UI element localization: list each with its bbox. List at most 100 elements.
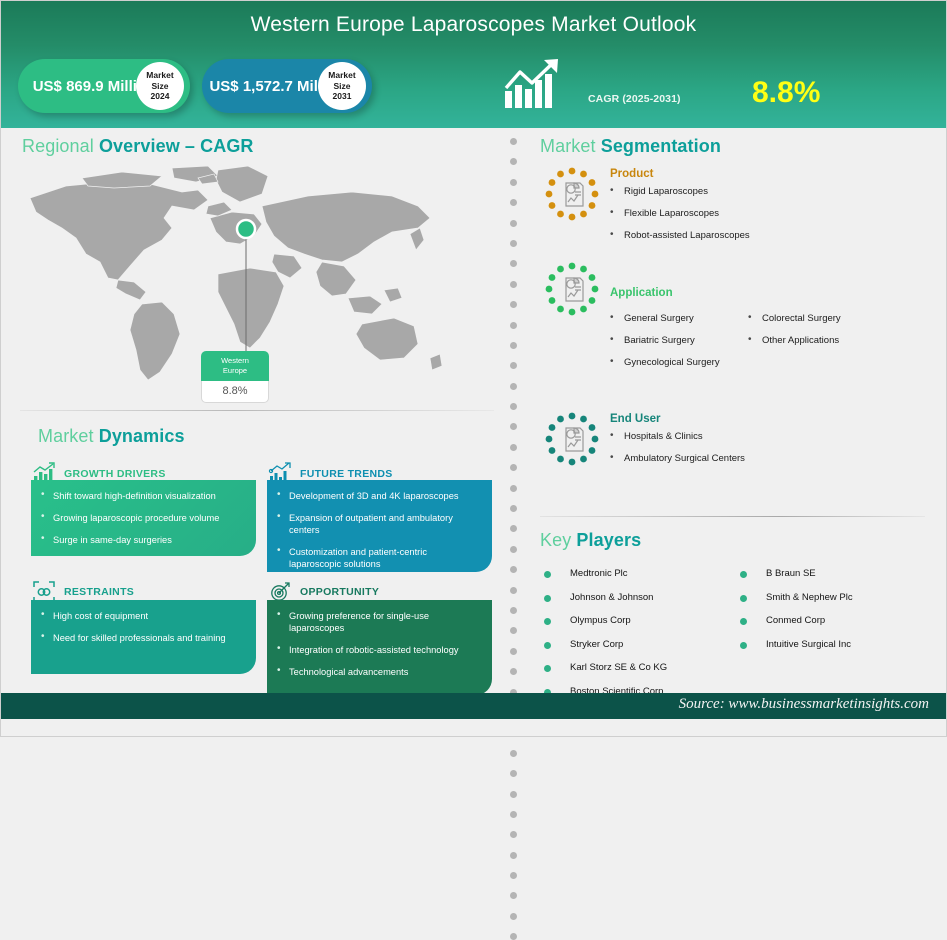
- divider-dot: [510, 912, 517, 920]
- list-item: Customization and patient-centric laparo…: [275, 545, 480, 570]
- source-text: Source: www.businessmarketinsights.com: [678, 696, 929, 712]
- divider-dot: [510, 647, 517, 655]
- title-part-light: Market: [540, 136, 601, 156]
- footer-bar: Source: www.businessmarketinsights.com: [0, 693, 947, 719]
- left-column: Regional Overview – CAGR: [0, 128, 510, 698]
- section-divider: [20, 410, 494, 411]
- list-item: Robot-assisted Laparoscopes: [610, 229, 790, 242]
- list-item: Olympus Corp: [544, 615, 734, 627]
- divider-dot: [510, 749, 517, 757]
- segment-product-list: Rigid Laparoscopes Flexible Laparoscopes…: [610, 185, 790, 252]
- divider-dot: [510, 790, 517, 798]
- divider-dot: [510, 382, 517, 390]
- key-players-title: Key Players: [540, 530, 641, 551]
- divider-dot: [510, 851, 517, 859]
- list-item: Surge in same-day surgeries: [39, 533, 244, 546]
- cagr-value: 8.8%: [752, 76, 821, 109]
- list-item: Stryker Corp: [544, 639, 734, 651]
- opportunity-box: Growing preference for single-use laparo…: [267, 600, 492, 695]
- divider-dot: [510, 586, 517, 594]
- future-trends-list: Development of 3D and 4K laparoscopes Ex…: [275, 489, 480, 570]
- divider-dot: [510, 872, 517, 880]
- future-trends-header: FUTURE TRENDS: [268, 462, 393, 486]
- list-item: Integration of robotic-assisted technolo…: [275, 643, 480, 656]
- list-item: Conmed Corp: [740, 615, 930, 627]
- callout-region-line1: Western: [221, 356, 249, 365]
- badge-label-market: Market: [328, 70, 356, 81]
- document-chart-icon: [545, 167, 599, 221]
- list-item: Colorectal Surgery: [748, 312, 908, 325]
- divider-dot: [510, 403, 517, 411]
- divider-dot: [510, 688, 517, 696]
- list-item: Hospitals & Clinics: [610, 430, 840, 443]
- divider-dot: [510, 505, 517, 513]
- regional-overview-title: Regional Overview – CAGR: [22, 136, 254, 157]
- vertical-dotted-divider: [510, 138, 520, 940]
- growth-drivers-box: Shift toward high-definition visualizati…: [31, 480, 256, 556]
- list-item: Medtronic Plc: [544, 568, 734, 580]
- world-map: [22, 162, 492, 402]
- title-part-bold: Overview – CAGR: [98, 136, 254, 156]
- divider-dot: [510, 627, 517, 635]
- divider-dot: [510, 199, 517, 207]
- badge-label-size: Size: [333, 80, 351, 91]
- restraints-box: High cost of equipment Need for skilled …: [31, 600, 256, 674]
- badge-label-market: Market: [146, 70, 174, 81]
- divider-dot: [510, 219, 517, 227]
- divider-dot: [510, 260, 517, 268]
- future-trends-label: FUTURE TRENDS: [300, 468, 393, 480]
- divider-dot: [510, 831, 517, 839]
- list-item: Other Applications: [748, 334, 908, 347]
- restraints-list: High cost of equipment Need for skilled …: [39, 609, 244, 644]
- footer-strip: [0, 719, 947, 737]
- divider-dot: [510, 423, 517, 431]
- list-item: Flexible Laparoscopes: [610, 207, 790, 220]
- divider-dot: [510, 525, 517, 533]
- divider-dot: [510, 239, 517, 247]
- divider-dot: [510, 484, 517, 492]
- document-chart-icon: [545, 412, 599, 466]
- market-dynamics-title: Market Dynamics: [38, 426, 185, 447]
- document-chart-icon: [545, 262, 599, 316]
- growth-drivers-list: Shift toward high-definition visualizati…: [39, 489, 244, 546]
- list-item: Boston Scientific Corp: [544, 686, 734, 698]
- divider-dot: [510, 566, 517, 574]
- divider-dot: [510, 341, 517, 349]
- list-item: Growing preference for single-use laparo…: [275, 609, 480, 634]
- divider-dot: [510, 464, 517, 472]
- title-part-light: Key: [540, 530, 577, 550]
- list-item: General Surgery: [610, 312, 745, 325]
- badge-label-year: 2024: [150, 91, 170, 102]
- divider-dot: [510, 606, 517, 614]
- segment-end-user-heading: End User: [610, 413, 661, 425]
- market-size-2031-badge: Market Size 2031: [318, 62, 366, 110]
- list-item: Development of 3D and 4K laparoscopes: [275, 489, 480, 502]
- divider-dot: [510, 810, 517, 818]
- market-size-2024-badge: Market Size 2024: [136, 62, 184, 110]
- divider-dot: [510, 178, 517, 186]
- badge-label-year: 2031: [332, 91, 352, 102]
- segment-application-heading: Application: [610, 287, 673, 299]
- map-marker-western-europe: [235, 218, 257, 240]
- market-size-2024-value: US$ 869.9 Million: [32, 77, 156, 95]
- divider-dot: [510, 301, 517, 309]
- list-item: Need for skilled professionals and train…: [39, 631, 244, 644]
- list-item: Karl Storz SE & Co KG: [544, 662, 734, 674]
- restraints-header: RESTRAINTS: [32, 580, 134, 604]
- list-item: Intuitive Surgical Inc: [740, 639, 930, 651]
- list-item: Shift toward high-definition visualizati…: [39, 489, 244, 502]
- title-part-bold: Segmentation: [600, 136, 721, 156]
- market-size-2031-pill: US$ 1,572.7 Million Market Size 2031: [202, 59, 372, 113]
- list-item: Rigid Laparoscopes: [610, 185, 790, 198]
- segment-end-user-list: Hospitals & Clinics Ambulatory Surgical …: [610, 430, 840, 475]
- cagr-label: CAGR (2025-2031): [588, 93, 681, 105]
- divider-dot: [510, 158, 517, 166]
- page-title: Western Europe Laparoscopes Market Outlo…: [250, 13, 697, 36]
- divider-dot: [510, 362, 517, 370]
- list-item: Gynecological Surgery: [610, 356, 745, 369]
- divider-dot: [510, 280, 517, 288]
- key-players-divider: [540, 516, 925, 517]
- growth-drivers-label: GROWTH DRIVERS: [64, 468, 166, 480]
- header-banner: Western Europe Laparoscopes Market Outlo…: [0, 0, 947, 128]
- divider-dot: [510, 770, 517, 778]
